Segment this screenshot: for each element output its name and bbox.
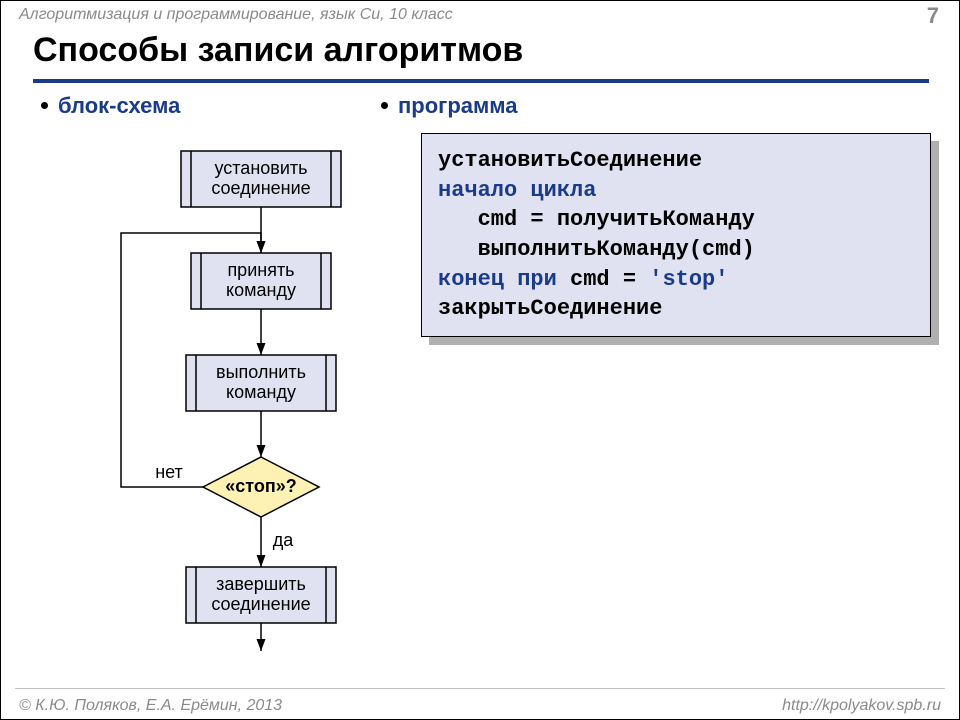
footer: © К.Ю. Поляков, Е.А. Ерёмин, 2013 http:/…: [19, 697, 941, 715]
code-line: начало цикла: [438, 176, 914, 206]
svg-text:команду: команду: [226, 280, 296, 300]
svg-text:установить: установить: [214, 158, 307, 178]
svg-text:соединение: соединение: [211, 178, 310, 198]
flow-node-n4: «стоп»?: [203, 457, 319, 517]
title-underline: [33, 79, 929, 83]
code-line: закрытьСоединение: [438, 294, 914, 324]
svg-text:выполнить: выполнить: [216, 362, 306, 382]
code-box: установитьСоединениеначало цикла cmd = п…: [421, 133, 931, 337]
bullet-icon: [381, 102, 388, 109]
flow-node-n3: выполнитькоманду: [186, 355, 336, 411]
code-line: установитьСоединение: [438, 146, 914, 176]
code-line: cmd = получитьКоманду: [438, 205, 914, 235]
svg-text:команду: команду: [226, 382, 296, 402]
header-course: Алгоритмизация и программирование, язык …: [1, 1, 959, 29]
footer-left: © К.Ю. Поляков, Е.А. Ерёмин, 2013: [19, 697, 282, 715]
footer-right: http://kpolyakov.spb.ru: [782, 697, 941, 715]
svg-text:нет: нет: [155, 462, 183, 482]
page-number: 7: [927, 3, 939, 29]
flow-node-n1: установитьсоединение: [181, 151, 341, 207]
code-line: выполнитьКоманду(cmd): [438, 235, 914, 265]
svg-text:соединение: соединение: [211, 594, 310, 614]
flowchart-label: блок-схема: [41, 93, 180, 119]
flow-node-n2: принятькоманду: [191, 253, 331, 309]
program-label: программа: [381, 93, 518, 119]
svg-text:«стоп»?: «стоп»?: [225, 476, 296, 496]
bullet-icon: [41, 102, 48, 109]
flow-node-n5: завершитьсоединение: [186, 567, 336, 623]
flowchart: данетустановитьсоединениепринятькомандув…: [61, 141, 381, 661]
code-line: конец при cmd = 'stop': [438, 265, 914, 295]
svg-text:принять: принять: [227, 260, 294, 280]
footer-divider: [15, 688, 945, 689]
slide-title: Способы записи алгоритмов: [33, 31, 523, 70]
svg-text:да: да: [273, 530, 295, 550]
svg-text:завершить: завершить: [216, 574, 306, 594]
